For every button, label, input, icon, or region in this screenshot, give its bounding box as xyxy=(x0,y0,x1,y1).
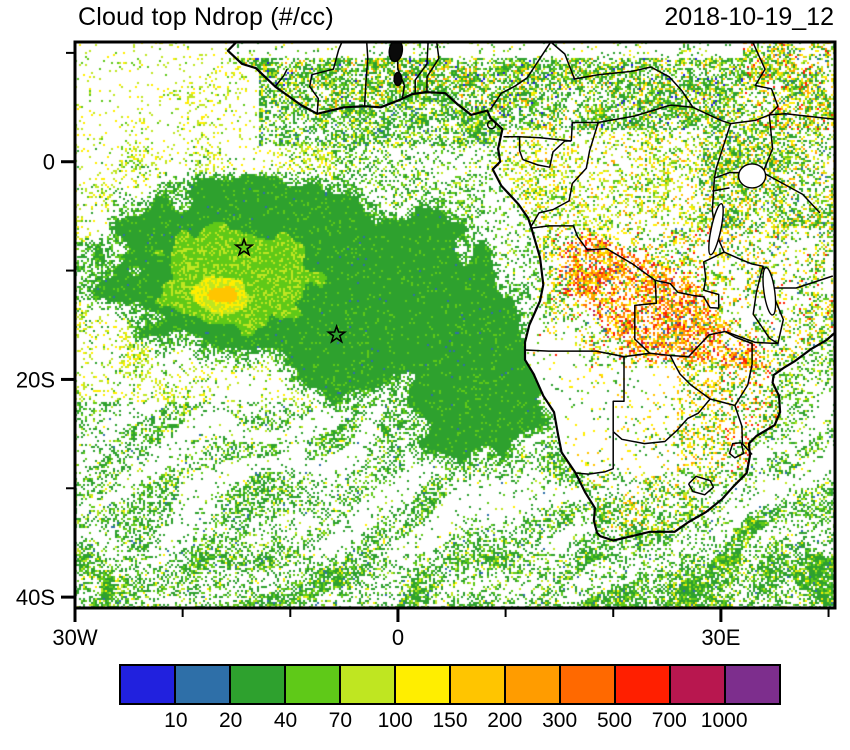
country-border xyxy=(503,135,572,142)
colorbar-cell xyxy=(506,666,561,703)
country-border xyxy=(274,68,288,88)
country-border xyxy=(762,171,821,214)
plot-title: Cloud top Ndrop (#/cc) xyxy=(78,3,334,31)
colorbar-level-label: 200 xyxy=(487,709,523,732)
colorbar-cell xyxy=(616,666,671,703)
lake-volta xyxy=(393,71,403,87)
colorbar-labels: 10 20 40 70 100 150 200 300 500 700 1000 xyxy=(119,709,781,737)
x-tick-label: 0 xyxy=(392,625,404,650)
x-tick-label: 30W xyxy=(52,625,97,650)
x-tick-label: 30E xyxy=(701,625,740,650)
country-border xyxy=(724,330,778,345)
country-border xyxy=(531,225,656,282)
plot-timestamp: 2018-10-19_12 xyxy=(664,3,834,31)
marker-st-helena xyxy=(326,323,348,344)
country-border xyxy=(311,42,343,76)
country-border xyxy=(522,140,572,168)
colorbar-level-label: 100 xyxy=(377,709,413,732)
colorbar-level-label: 300 xyxy=(542,709,578,732)
country-border xyxy=(712,187,730,192)
country-border xyxy=(612,356,625,432)
country-border xyxy=(728,441,745,459)
lake-volta-upper xyxy=(388,42,404,63)
country-border xyxy=(414,42,429,95)
country-border xyxy=(363,42,369,107)
lake-tanganyika xyxy=(708,202,724,256)
colorbar-cell xyxy=(561,666,616,703)
colorbar-level-label: 20 xyxy=(218,709,243,732)
colorbar-cell xyxy=(726,666,779,703)
country-border xyxy=(723,251,753,265)
y-tick-label: 0 xyxy=(43,150,55,175)
colorbar-cell xyxy=(341,666,396,703)
country-border xyxy=(762,114,774,173)
colorbar-cell xyxy=(396,666,451,703)
country-border xyxy=(575,431,614,475)
country-border xyxy=(489,42,552,110)
colorbar-cell xyxy=(176,666,231,703)
bioko-island xyxy=(486,119,497,130)
colorbar-level-label: 10 xyxy=(164,709,188,732)
colorbar-level-label: 150 xyxy=(432,709,468,732)
country-border xyxy=(426,42,440,93)
lake-victoria xyxy=(737,163,767,189)
country-border xyxy=(669,355,736,407)
y-tick-label: 40S xyxy=(16,585,55,610)
country-border xyxy=(752,42,779,116)
africa-coastline xyxy=(226,42,835,542)
colorbar-cell xyxy=(121,666,176,703)
country-border xyxy=(550,42,694,108)
country-border xyxy=(598,104,722,124)
colorbar-level-label: 700 xyxy=(651,709,687,732)
marker-ascension-island xyxy=(233,236,255,257)
country-border xyxy=(769,113,835,121)
country-border xyxy=(687,475,715,496)
colorbar-cell xyxy=(671,666,726,703)
country-border xyxy=(730,114,770,125)
country-border xyxy=(524,349,671,358)
colorbar-cell xyxy=(451,666,506,703)
country-border xyxy=(634,280,658,354)
country-border xyxy=(612,398,711,445)
country-border xyxy=(308,74,320,114)
colorbar-cell xyxy=(286,666,341,703)
colorbar xyxy=(119,664,781,705)
country-border xyxy=(655,251,725,309)
colorbar-level-label: 70 xyxy=(328,709,353,732)
country-border xyxy=(724,330,753,406)
country-border xyxy=(670,330,726,358)
map-plot-area xyxy=(75,42,835,608)
lake-malawi xyxy=(762,266,777,316)
colorbar-level-label: 500 xyxy=(596,709,633,732)
country-border xyxy=(518,136,524,160)
y-tick-label: 20S xyxy=(16,367,55,392)
colorbar-cell xyxy=(231,666,286,703)
colorbar-level-label: 1000 xyxy=(700,709,748,732)
map-overlay xyxy=(226,42,835,542)
colorbar-level-label: 40 xyxy=(273,709,298,732)
